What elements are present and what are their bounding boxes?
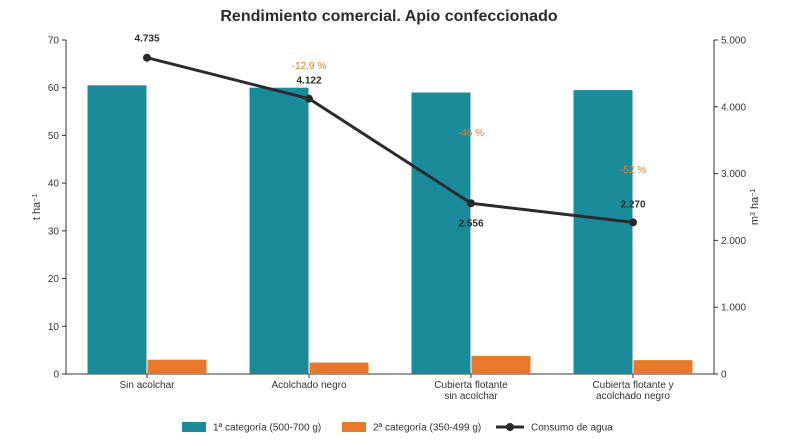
- x-tick-label: Cubierta flotante: [434, 380, 508, 391]
- legend-label: Consumo de agua: [531, 423, 613, 434]
- x-tick-label: sin acolchar: [444, 391, 498, 402]
- water-point: [305, 94, 313, 103]
- legend-label: 2ª categoría (350-499 g): [373, 423, 481, 434]
- legend-swatch: [182, 422, 206, 432]
- bar-second-category: [309, 362, 369, 374]
- legend-swatch: [342, 422, 366, 432]
- legend-marker: [506, 423, 514, 431]
- y-tick-label-left: 30: [48, 226, 60, 237]
- y-tick-label-right: 1.000: [721, 303, 746, 314]
- water-value-label: 2.270: [620, 199, 645, 210]
- bar-first-category: [87, 85, 147, 374]
- bar-first-category: [573, 90, 633, 374]
- y-tick-label-right: 3.000: [721, 169, 746, 180]
- axes: 0 10 20 30 40 50 60 70 0 1.000 2.000 3.000 4.000 5.00…: [31, 36, 761, 403]
- reduction-label: -12,9 %: [292, 61, 327, 72]
- y-tick-label-left: 0: [53, 370, 59, 381]
- legend-label: 1ª categoría (500-700 g): [213, 423, 321, 434]
- water-point: [143, 53, 151, 62]
- x-tick-label: Cubierta flotante y: [592, 380, 673, 391]
- x-tick-label: acolchado negro: [596, 391, 670, 402]
- bars: [87, 85, 693, 374]
- x-tick-label: Acolchado negro: [271, 380, 346, 391]
- water-line-path: [146, 56, 634, 224]
- water-line: [143, 53, 637, 227]
- bar-second-category: [633, 360, 693, 374]
- y-axis-label-left: t ha−1: [31, 194, 43, 220]
- chart-title: Rendimiento comercial. Apio confeccionad…: [220, 8, 557, 25]
- water-point: [629, 218, 637, 227]
- y-tick-label-left: 20: [48, 274, 60, 285]
- y-axis-label-right: m3 ha−1: [749, 189, 761, 225]
- bar-second-category: [147, 359, 207, 374]
- y-tick-label-left: 60: [48, 83, 60, 94]
- legend: 1ª categoría (500-700 g) 2ª categoría (35…: [182, 422, 613, 434]
- y-tick-label-left: 10: [48, 322, 60, 333]
- bar-first-category: [411, 92, 471, 374]
- y-tick-label-right: 5.000: [721, 36, 746, 47]
- x-tick-label: Sin acolchar: [119, 380, 175, 391]
- water-value-label: 4.122: [296, 76, 321, 87]
- reduction-label: -46 %: [458, 128, 484, 139]
- reduction-label: -52 %: [620, 165, 646, 176]
- y-tick-label-left: 70: [48, 36, 60, 47]
- water-point: [467, 199, 475, 208]
- y-tick-label-right: 4.000: [721, 102, 746, 113]
- y-tick-label-right: 0: [721, 370, 727, 381]
- bar-first-category: [249, 87, 309, 374]
- y-tick-label-left: 40: [48, 179, 60, 190]
- bar-second-category: [471, 355, 531, 374]
- y-tick-label-left: 50: [48, 131, 60, 142]
- water-value-label: 4.735: [134, 34, 159, 45]
- water-value-label: 2.556: [458, 218, 483, 229]
- data-labels: 4.735 4.122 2.556 2.270 -12,9 % -46 % -52 %: [134, 34, 646, 230]
- y-tick-label-right: 2.000: [721, 236, 746, 247]
